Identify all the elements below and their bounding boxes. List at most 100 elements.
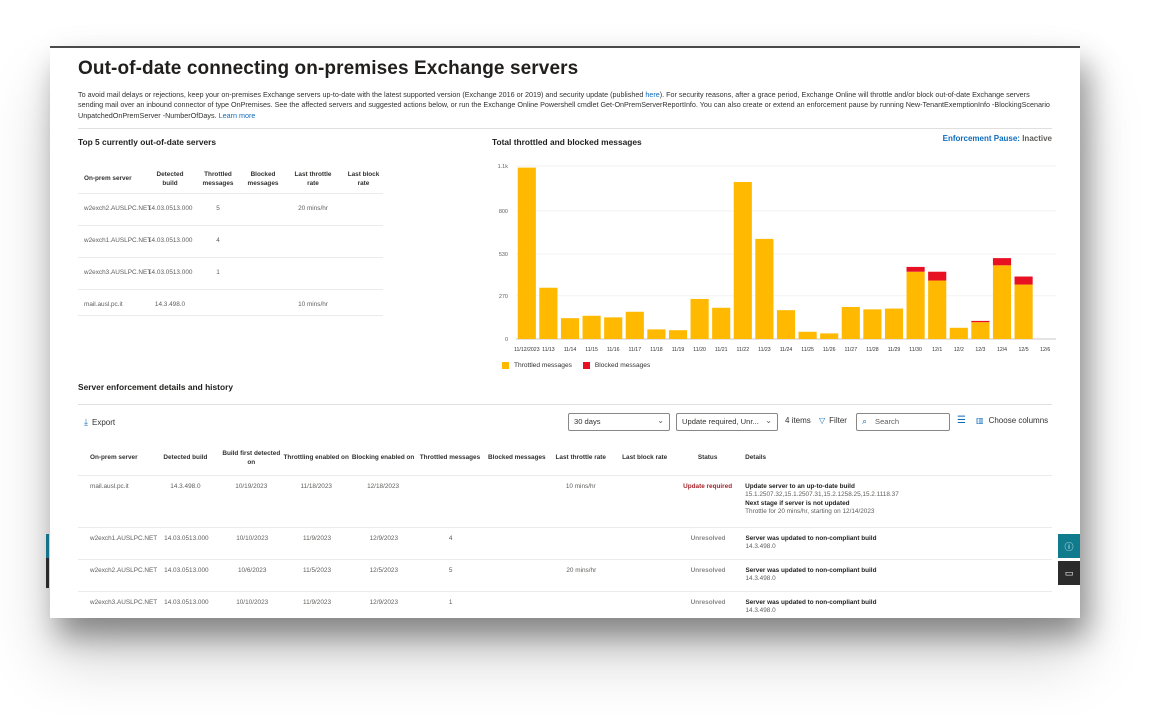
x-tick-label: 11/25 <box>801 347 814 353</box>
items-count: 4 items <box>785 416 811 425</box>
x-tick-label: 11/24 <box>780 347 793 353</box>
legend-label-throttled[interactable]: Throttled messages <box>514 362 572 369</box>
x-tick-label: 12/6 <box>1040 347 1050 353</box>
bar-throttled <box>647 329 666 339</box>
history-header-row: On-prem server Detected build Build firs… <box>78 442 1052 476</box>
y-tick-label: 1.1k <box>498 164 509 170</box>
col-header[interactable]: Blocked messages <box>488 454 546 462</box>
table-row[interactable]: w2exch3.AUSLPC.NET 14.03.0513.000 1 <box>78 258 383 290</box>
x-tick-label: 11/29 <box>888 347 901 353</box>
x-tick-label: 11/16 <box>607 347 620 353</box>
col-header[interactable]: Detected build <box>156 170 184 187</box>
col-header[interactable]: On-prem server <box>90 454 138 462</box>
feedback-icon: ⓘ <box>1064 541 1074 552</box>
divider <box>78 404 1052 405</box>
group-icon[interactable]: ☰ <box>957 415 966 426</box>
bar-throttled <box>884 308 904 339</box>
x-tick-label: 12/4 <box>997 347 1007 353</box>
status-badge: Update required <box>683 483 733 490</box>
here-link[interactable]: here <box>645 90 660 99</box>
date-range-dropdown[interactable]: 30 days ⌄ <box>568 413 670 431</box>
x-tick-label: 11/15 <box>585 347 598 353</box>
details-cell: Server was updated to non-compliant buil… <box>745 567 877 583</box>
y-tick-label: 0 <box>505 337 508 343</box>
col-header[interactable]: Blocking enabled on <box>351 454 415 462</box>
bar-throttled <box>517 167 536 339</box>
chart-svg: 0 270 530 800 1.1k 11/12/2023 11/13 11/14 11/15 1… <box>498 164 1056 353</box>
bar-blocked <box>928 271 947 281</box>
table-row[interactable]: w2exch1.AUSLPC.NET 14.03.0513.000 10/10/… <box>78 528 1052 560</box>
filter-button[interactable]: ▽ Filter <box>819 416 847 425</box>
x-tick-label: 11/27 <box>844 347 857 353</box>
legend-swatch-throttled <box>502 362 509 369</box>
y-tick-label: 530 <box>499 252 508 258</box>
col-header[interactable]: On-prem server <box>84 175 132 182</box>
col-header[interactable]: Last throttle rate <box>555 454 606 462</box>
learn-more-link[interactable]: Learn more <box>218 110 256 120</box>
x-tick-label: 11/17 <box>628 347 641 353</box>
table-row[interactable]: w2exch2.AUSLPC.NET 14.03.0513.000 5 20 m… <box>78 194 383 226</box>
feedback-button[interactable]: ⓘ <box>1058 534 1080 558</box>
x-tick-label: 11/21 <box>715 347 728 353</box>
col-header[interactable]: Throttled messages <box>202 170 234 187</box>
table-row[interactable]: w2exch1.AUSLPC.NET 14.03.0513.000 4 <box>78 226 383 258</box>
bar-throttled <box>625 311 644 339</box>
filter-icon: ▽ <box>819 416 826 425</box>
bar-throttled <box>798 331 817 339</box>
legend-swatch-blocked <box>582 362 590 369</box>
col-header[interactable]: Blocked messages <box>247 170 279 187</box>
search-input[interactable]: ⌕ Search <box>856 413 950 431</box>
col-header[interactable]: Build first detected on <box>222 450 281 466</box>
table-row[interactable]: w2exch2.AUSLPC.NET 14.03.0513.000 10/6/2… <box>78 560 1052 592</box>
export-button[interactable]: ⤓ Export <box>84 417 116 427</box>
y-tick-label: 270 <box>499 294 508 300</box>
status-filter-dropdown[interactable]: Update required, Unr... ⌄ <box>676 413 778 431</box>
page-title: Out-of-date connecting on-premises Excha… <box>78 58 579 79</box>
top5-table: On-prem server Detected build Throttled … <box>78 164 383 316</box>
col-header[interactable]: Status <box>697 454 718 462</box>
bar-blocked <box>1014 276 1033 285</box>
top5-title: Top 5 currently out-of-date servers <box>78 137 217 147</box>
enforcement-pause-status: Enforcement Pause: Inactive <box>942 134 1052 143</box>
col-header[interactable]: Last block rate <box>622 454 668 462</box>
bar-throttled <box>755 238 774 339</box>
col-header[interactable]: Last throttle rate <box>294 170 332 187</box>
col-header[interactable]: Throttled messages <box>419 454 481 462</box>
col-header[interactable]: Detected build <box>163 454 208 462</box>
divider <box>78 128 1052 129</box>
history-table: On-prem server Detected build Build firs… <box>78 442 1052 618</box>
bar-throttled <box>906 271 925 339</box>
chat-icon: ▭ <box>1064 567 1074 578</box>
bar-blocked <box>906 266 925 272</box>
x-tick-label: 11/23 <box>758 347 771 353</box>
x-tick-label: 11/12/2023 <box>514 347 540 353</box>
col-header[interactable]: Throttling enabled on <box>283 454 349 462</box>
table-row[interactable]: w2exch3.AUSLPC.NET 14.03.0513.000 10/10/… <box>78 592 1052 618</box>
bar-throttled <box>863 309 882 339</box>
legend-label-blocked[interactable]: Blocked messages <box>594 362 651 369</box>
bar-throttled <box>841 306 860 339</box>
table-row[interactable]: mail.ausl.pc.it 14.3.498.0 10/19/2023 11… <box>78 476 1052 528</box>
bar-throttled <box>604 317 623 339</box>
x-tick-label: 11/22 <box>736 347 749 353</box>
bar-throttled <box>820 333 839 339</box>
bar-throttled <box>668 330 688 339</box>
bar-throttled <box>582 315 601 339</box>
col-header[interactable]: Details <box>745 454 767 462</box>
table-row[interactable]: mail.ausl.pc.it 14.3.498.0 10 mins/hr <box>78 290 383 316</box>
col-header[interactable]: Last block rate <box>347 170 380 187</box>
page-description: To avoid mail delays or rejections, keep… <box>78 90 1050 120</box>
x-tick-label: 11/13 <box>542 347 555 353</box>
x-tick-label: 12/1 <box>932 347 942 353</box>
details-cell: Update server to an up-to-date build 15.… <box>745 483 899 516</box>
x-tick-label: 11/18 <box>650 347 663 353</box>
bar-throttled <box>949 327 968 339</box>
choose-columns-button[interactable]: ▥ Choose columns <box>976 416 1049 425</box>
x-tick-label: 12/3 <box>975 347 985 353</box>
left-edge-accent <box>46 534 49 558</box>
chat-button[interactable]: ▭ <box>1058 561 1080 585</box>
x-tick-label: 11/30 <box>909 347 922 353</box>
bar-throttled <box>712 307 731 339</box>
search-icon: ⌕ <box>862 416 868 426</box>
status-badge: Unresolved <box>690 535 726 542</box>
